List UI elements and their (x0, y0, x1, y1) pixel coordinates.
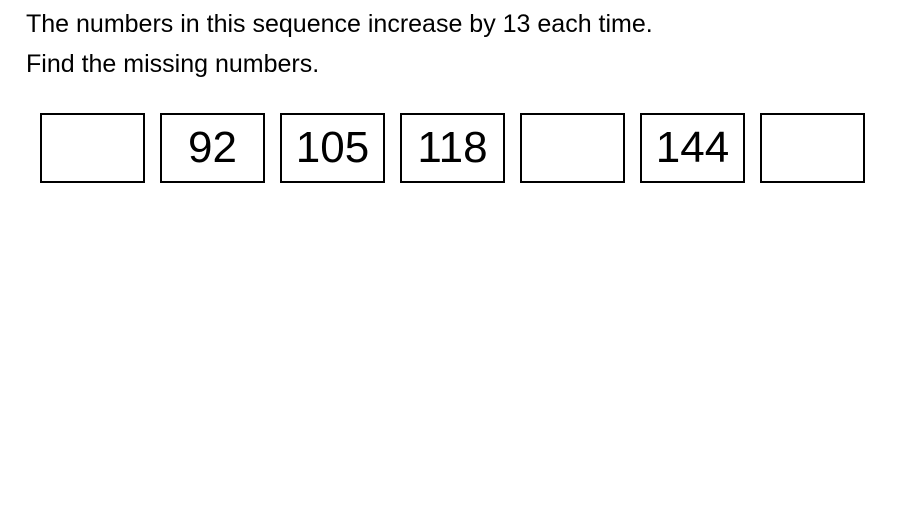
worksheet: The numbers in this sequence increase by… (0, 0, 920, 183)
sequence-box-answer[interactable] (760, 113, 865, 183)
sequence-row: 92 105 118 144 (40, 113, 920, 183)
sequence-box-answer[interactable] (40, 113, 145, 183)
instruction-line-1: The numbers in this sequence increase by… (26, 10, 653, 38)
sequence-box-given: 105 (280, 113, 385, 183)
sequence-box-answer[interactable] (520, 113, 625, 183)
instruction-line-2: Find the missing numbers. (26, 50, 320, 78)
sequence-box-given: 118 (400, 113, 505, 183)
sequence-box-given: 144 (640, 113, 745, 183)
sequence-box-given: 92 (160, 113, 265, 183)
